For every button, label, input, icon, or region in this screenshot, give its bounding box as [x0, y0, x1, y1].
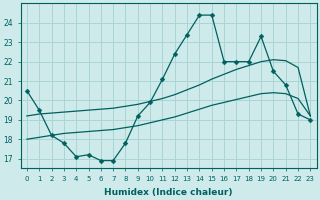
X-axis label: Humidex (Indice chaleur): Humidex (Indice chaleur) — [104, 188, 233, 197]
